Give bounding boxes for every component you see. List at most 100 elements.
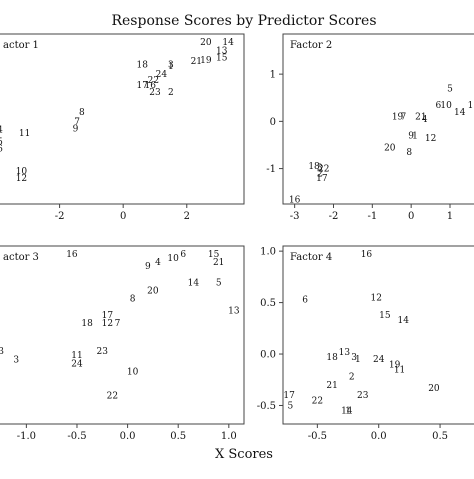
data-point-label: 22 [107,392,118,402]
data-point-label: 10 [167,254,179,264]
data-point-label: 15 [468,101,474,111]
figure-title: Response Scores by Predictor Scores [111,13,376,29]
y-tick-label: 1.0 [260,247,276,258]
x-tick-label: -0.5 [67,431,86,442]
x-tick-label: 2 [184,211,190,222]
x-tick-label: 0.5 [170,431,186,442]
data-point-label: 23 [149,88,161,98]
data-point-label: 3 [168,61,174,71]
y-tick-label: -1 [266,164,276,175]
data-point-label: 18 [137,61,149,71]
data-point-label: 14 [222,38,234,48]
data-point-label: 24 [373,355,385,365]
data-point-label: 8 [79,108,85,118]
x-tick-label: -1.0 [17,431,36,442]
data-point-label: 20 [147,287,159,297]
x-tick-label: 1 [447,211,453,222]
data-point-label: 13 [228,307,240,317]
y-tick-label: 0 [270,117,276,128]
data-point-label: 22 [148,76,159,86]
data-point-label: 7 [115,319,121,329]
data-point-label: 15 [379,311,391,321]
data-point-label: 16 [361,250,373,260]
data-point-label: 13 [339,348,351,358]
x-tick-label: 0.0 [371,431,387,442]
data-point-label: 9 [145,262,151,272]
data-point-label: 20 [384,143,396,153]
data-point-label: 17 [316,174,328,184]
panel-frame [282,245,474,425]
data-point-label: 4 [0,126,3,136]
data-point-label: 13 [216,47,228,57]
data-point-label: 9 [73,124,79,134]
data-point-label: 12 [102,319,113,329]
data-point-label: 15 [208,250,220,260]
data-point-label: 6 [0,145,3,155]
data-point-label: 2 [349,373,355,383]
data-point-label: 18 [326,353,338,363]
data-point-label: 14 [341,407,353,417]
data-point-label: 17 [137,81,149,91]
data-point-label: 1 [355,355,361,365]
data-point-label: 14 [398,316,410,326]
data-point-label: 7 [401,113,407,123]
data-point-label: 5 [0,137,3,147]
data-point-label: 16 [144,81,156,91]
y-tick-label: 0.0 [260,350,276,361]
data-point-label: 3 [351,353,357,363]
data-point-label: 9 [408,132,414,142]
data-point-label: 12 [371,293,382,303]
data-point-label: 16 [289,195,301,205]
x-tick-label: 1.0 [221,431,237,442]
panel-2: Factor 2-3-2-10110-151610151419721491122… [266,33,474,222]
data-point-label: 24 [71,359,83,369]
data-point-label: 5 [287,401,293,411]
data-point-label: 12 [16,174,27,184]
data-point-label: 17 [283,391,295,401]
x-tick-label: -3 [290,211,300,222]
panel-3: actor 3 -1.0 -0.5 0.0 0.5 1.0 16 6 15 10 49 21 14 5 20… [0,245,245,442]
panel-title: Factor 2 [290,40,332,51]
data-point-label: 11 [71,351,82,361]
y-tick-label: 0.5 [260,298,276,309]
panel-title: actor 1 [3,40,39,51]
data-point-label: 11 [394,365,405,375]
data-point-label: 20 [200,38,212,48]
x-tick-label: -2 [329,211,339,222]
data-point-label: 1 [412,132,418,142]
data-point-label: 14 [454,108,466,118]
data-point-label: 15 [216,54,228,64]
data-point-label: 4 [155,258,161,268]
data-point-label: 20 [428,384,440,394]
data-point-label: 3 [13,355,19,365]
data-point-label: 2 [168,88,174,98]
x-tick-label: -0.5 [308,431,327,442]
data-point-label: 5 [216,278,222,288]
data-point-label: 21 [213,258,224,268]
data-point-label: 6 [180,250,186,260]
data-point-label: 10 [440,101,452,111]
data-point-label: 19 [389,360,401,370]
panel-frame [0,33,245,205]
data-point-label: 4 [422,115,428,125]
panel-title: actor 3 [3,252,39,263]
data-point-label: 22 [318,165,329,175]
data-point-label: 23 [97,347,109,357]
data-point-label: 2 [317,169,323,179]
data-point-label: 21 [415,113,426,123]
data-point-label: 11 [19,129,30,139]
x-tick-label: -2 [55,211,65,222]
x-tick-label: -1 [367,211,377,222]
data-point-label: 16 [66,250,78,260]
data-point-label: 23 [357,391,369,401]
data-point-label: 1 [168,62,174,72]
data-point-label: 8 [406,148,412,158]
data-point-label: 21 [326,381,337,391]
data-point-label: 10 [16,167,28,177]
data-point-label: 6 [302,296,308,306]
x-tick-label: 0.5 [432,431,448,442]
data-point-label: 3 [317,164,323,174]
x-tick-label: 0.0 [120,431,136,442]
